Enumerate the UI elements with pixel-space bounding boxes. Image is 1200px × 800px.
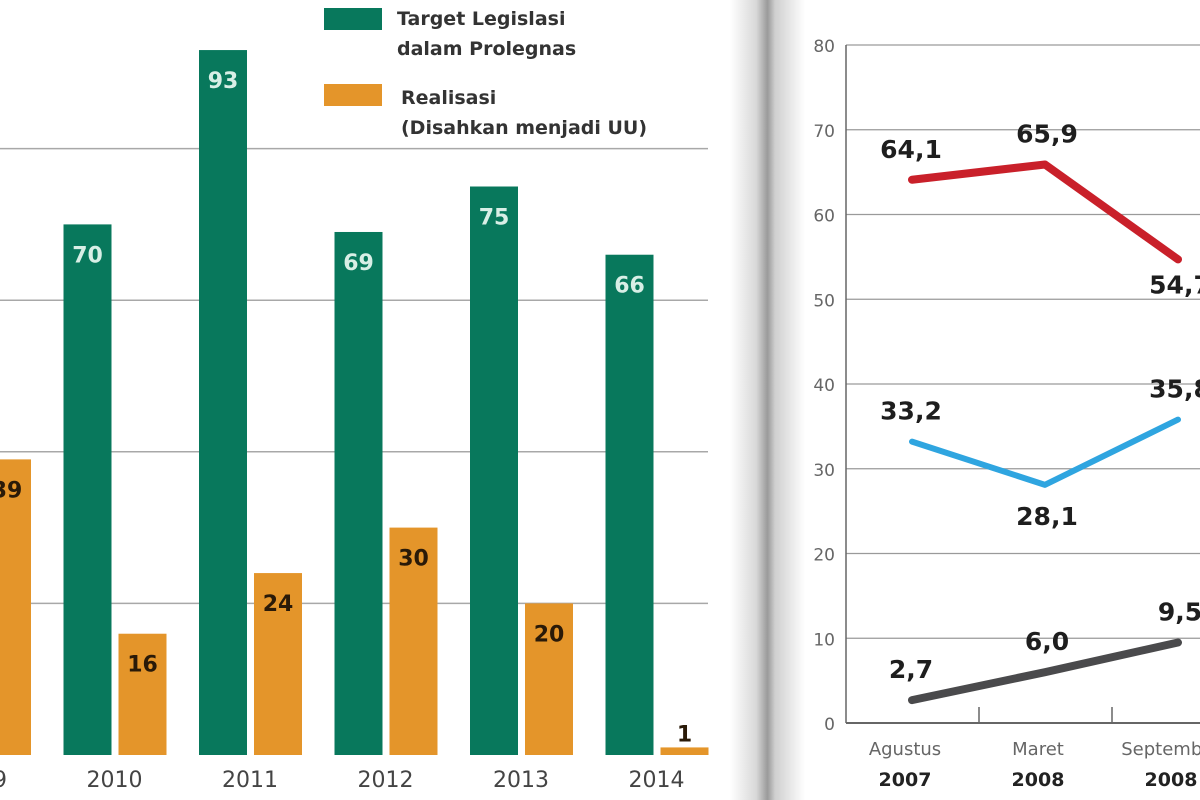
y-tick-label: 40 <box>813 376 835 396</box>
series-line <box>908 638 1182 705</box>
y-tick-label: 60 <box>813 207 835 227</box>
x-tick-label: 2012 <box>358 768 414 793</box>
bar-realisasi <box>389 527 438 755</box>
bar-target <box>199 50 247 756</box>
x-tick-month: Agustus <box>869 739 941 760</box>
x-tick-year: 2008 <box>1145 769 1198 791</box>
bar-target <box>605 254 654 755</box>
data-label: 35,8 <box>1149 375 1200 404</box>
legend-label: dalam Prolegnas <box>397 38 576 60</box>
y-tick-label: 20 <box>813 546 835 566</box>
x-tick-label: 2010 <box>87 768 143 793</box>
x-tick-month: Maret <box>1012 739 1064 760</box>
line-chart: 0 10 20 30 40 50 60 70 80 Agustus 2007 Maret 2008 Sep… <box>813 37 1200 791</box>
data-label: 54,7 <box>1149 270 1200 299</box>
y-tick-label: 80 <box>813 37 835 57</box>
bar-label-realisasi: 39 <box>0 478 22 503</box>
series-line <box>908 160 1182 264</box>
bar-chart: 39 2009 70 16 2010 93 24 2011 69 30 2012 75 20 2013 66… <box>0 8 709 793</box>
bar-label-realisasi: 24 <box>263 592 294 617</box>
legend-label: (Disahkan menjadi UU) <box>401 117 647 139</box>
y-tick-label: 0 <box>824 715 835 735</box>
bar-realisasi <box>0 459 31 755</box>
bar-realisasi <box>254 573 302 755</box>
bar-label-realisasi: 20 <box>534 622 565 647</box>
data-label: 64,1 <box>880 135 942 164</box>
bar-label-realisasi: 1 <box>677 722 692 747</box>
bar-label-target: 75 <box>479 206 510 231</box>
bar-label-target: 66 <box>614 274 645 299</box>
x-tick-label: 2011 <box>222 768 278 793</box>
x-tick-year: 2007 <box>879 769 932 791</box>
x-tick-month: September <box>1121 739 1200 760</box>
y-tick-label: 10 <box>813 630 835 650</box>
bar-target <box>470 186 518 755</box>
x-tick-year: 2008 <box>1012 769 1065 791</box>
x-tick-label: 2014 <box>629 768 685 793</box>
x-tick-label: 2013 <box>493 768 549 793</box>
bar-label-target: 69 <box>343 251 374 276</box>
data-label: 33,2 <box>880 397 942 426</box>
bar-label-target: 70 <box>72 243 103 268</box>
data-label: 65,9 <box>1016 119 1078 148</box>
legend-label: Realisasi <box>401 87 496 109</box>
series-line <box>909 416 1181 488</box>
data-label: 6,0 <box>1025 627 1069 656</box>
y-tick-label: 50 <box>813 291 835 311</box>
x-tick-label: 2009 <box>0 768 7 793</box>
bar-target <box>63 224 112 755</box>
bar-target <box>334 231 383 756</box>
bar-label-realisasi: 30 <box>398 547 429 572</box>
y-tick-label: 70 <box>813 122 835 142</box>
legend-swatch-realisasi <box>324 84 382 106</box>
bar-realisasi <box>660 747 709 755</box>
data-label: 9,5 <box>1158 597 1200 626</box>
bar-realisasi <box>118 633 167 755</box>
data-label: 2,7 <box>889 655 933 684</box>
panel-divider <box>730 0 805 800</box>
bar-label-realisasi: 16 <box>127 653 158 678</box>
y-tick-label: 30 <box>813 461 835 481</box>
legend-label: Target Legislasi <box>397 8 565 30</box>
bar-label-target: 93 <box>208 69 239 94</box>
bar-realisasi <box>525 603 573 755</box>
data-label: 28,1 <box>1016 502 1078 531</box>
legend-swatch-target <box>324 8 382 30</box>
